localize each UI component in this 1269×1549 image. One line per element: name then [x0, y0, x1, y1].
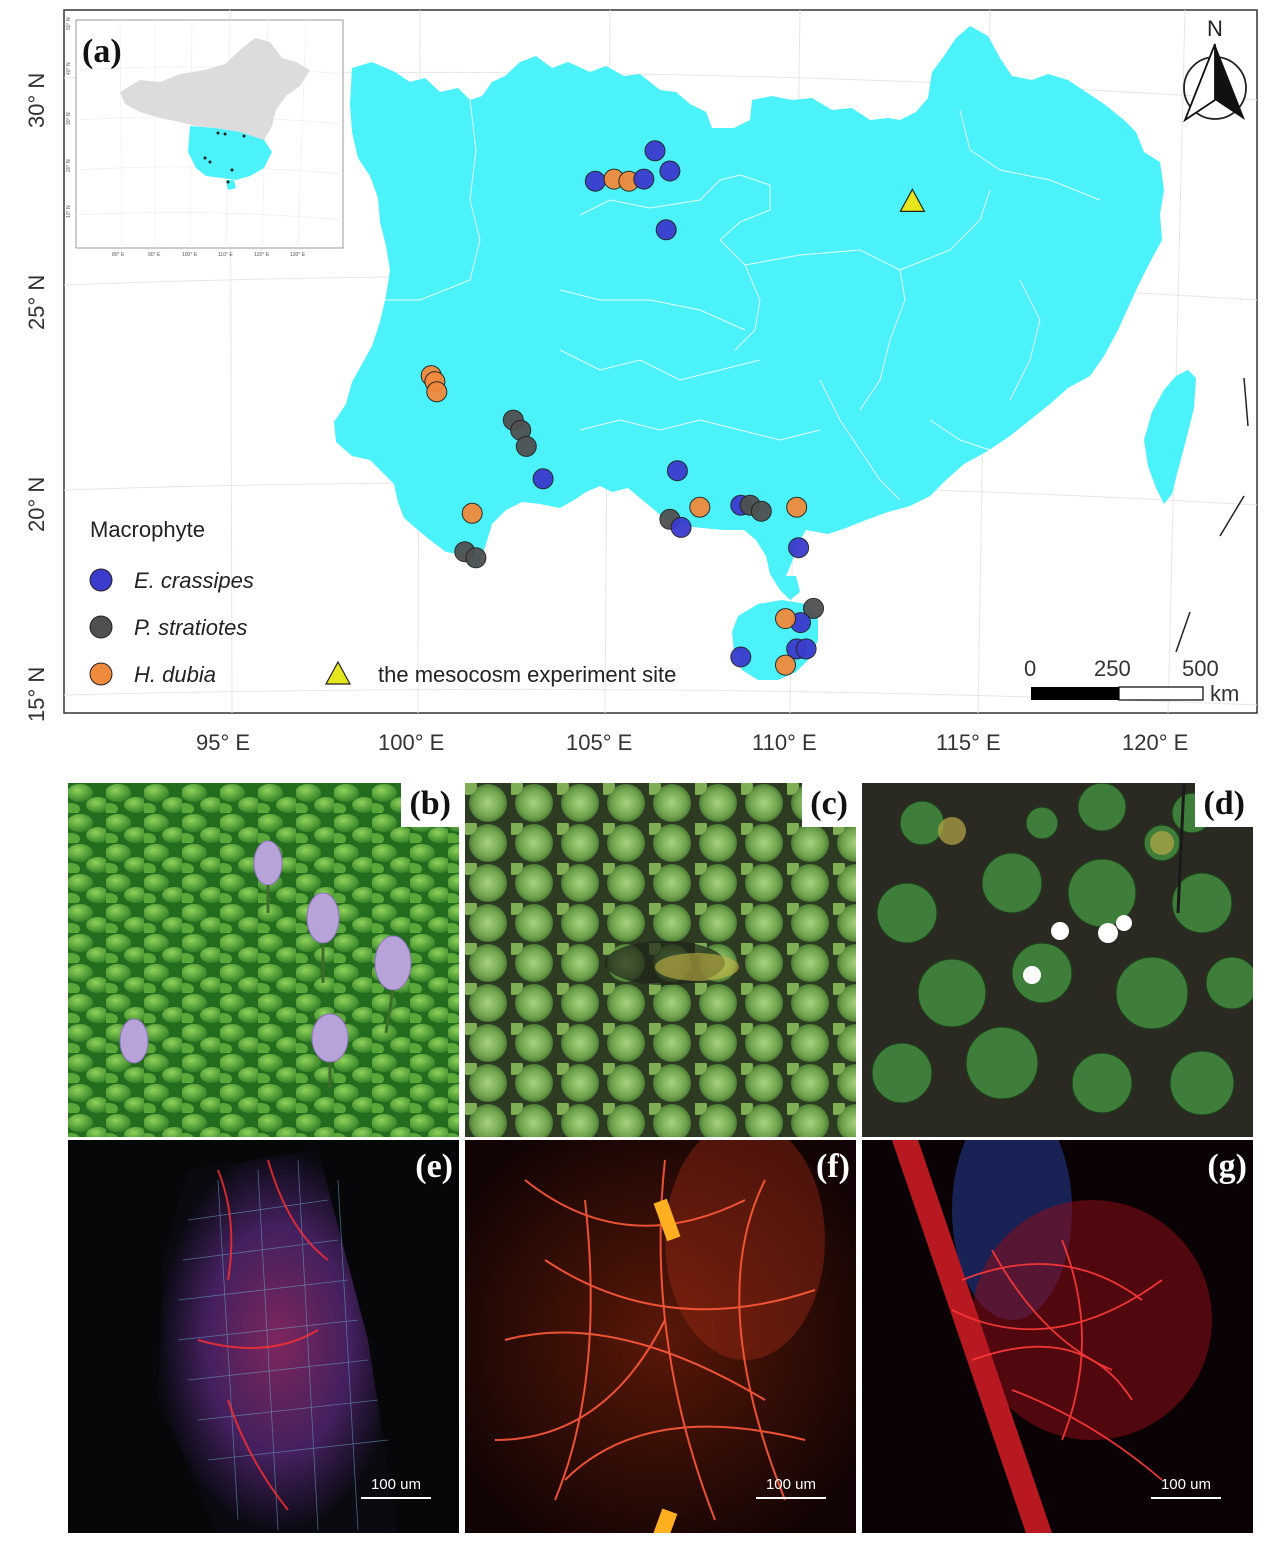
site-marker — [461, 502, 483, 524]
site-marker — [666, 460, 688, 482]
site-marker — [670, 516, 692, 538]
svg-text:250: 250 — [1094, 656, 1131, 681]
legend-marker-p-stratiotes — [89, 615, 113, 639]
latitude-labels: 30° N 25° N 20° N 15° N — [24, 73, 49, 722]
lon-label: 115° E — [936, 730, 1001, 755]
svg-text:80° E: 80° E — [112, 252, 125, 258]
province-borders — [380, 99, 1101, 501]
svg-text:N: N — [1207, 16, 1223, 41]
lat-label: 20° N — [24, 477, 49, 532]
site-marker — [775, 654, 796, 676]
scale-bar: 0 250 500 km — [1024, 656, 1239, 706]
scale-label: 100 um — [765, 1476, 817, 1493]
panel-c-label: (c) — [802, 783, 856, 827]
site-marker — [730, 646, 752, 668]
site-marker — [803, 597, 824, 619]
svg-text:30° N: 30° N — [66, 112, 72, 125]
legend-label: P. stratiotes — [134, 615, 247, 640]
svg-text:100° E: 100° E — [182, 252, 198, 258]
svg-text:90° E: 90° E — [148, 252, 161, 258]
legend-label: E. crassipes — [134, 568, 254, 593]
legend-title: Macrophyte — [90, 517, 205, 542]
site-marker — [659, 160, 681, 182]
longitude-labels: 95° E 100° E 105° E 110° E 115° E 120° E — [196, 730, 1188, 755]
lon-label: 120° E — [1122, 730, 1188, 755]
legend-label: the mesocosm experiment site — [378, 662, 676, 687]
lat-label: 25° N — [24, 275, 49, 330]
micrograph-h-dubia-root: (g) 100 um — [862, 1140, 1253, 1533]
photo-p-stratiotes: (c) — [465, 783, 856, 1137]
site-marker — [584, 170, 606, 192]
svg-text:40° N: 40° N — [66, 62, 72, 75]
svg-text:50° N: 50° N — [66, 17, 72, 30]
micrograph-e-crassipes-root: (e) 100 um — [68, 1140, 459, 1533]
panel-f-label: (f) — [816, 1148, 850, 1185]
scale-label: 100 um — [1160, 1476, 1212, 1493]
panel-d-label: (d) — [1195, 783, 1253, 827]
map-legend: Macrophyte E. crassipes P. stratiotes H.… — [89, 517, 676, 687]
experiment-site-marker — [899, 188, 926, 212]
inset-china-map: 50° N 40° N 30° N 20° N 10° N 80° E 90° E… — [66, 17, 344, 258]
site-marker — [795, 638, 817, 660]
lat-label: 30° N — [24, 73, 49, 128]
panel-e-label: (e) — [415, 1148, 453, 1185]
site-marker — [788, 537, 810, 559]
svg-text:10° N: 10° N — [66, 205, 72, 218]
site-marker — [644, 140, 666, 162]
site-marker — [426, 381, 448, 403]
lat-label: 15° N — [24, 667, 49, 722]
panel-a-label: (a) — [82, 33, 122, 70]
svg-text:110° E: 110° E — [218, 252, 233, 258]
site-marker — [465, 547, 487, 569]
study-area-map: 50° N 40° N 30° N 20° N 10° N 80° E 90° E… — [24, 9, 1258, 755]
site-marker — [786, 496, 808, 518]
micrograph-p-stratiotes-root: (f) 100 um — [465, 1140, 856, 1533]
svg-text:120° E: 120° E — [254, 252, 270, 258]
panel-g-label: (g) — [1207, 1148, 1247, 1185]
svg-text:130° E: 130° E — [290, 252, 306, 258]
site-marker — [750, 500, 772, 522]
lon-label: 95° E — [196, 730, 250, 755]
site-marker — [633, 168, 655, 190]
site-marker — [655, 219, 677, 241]
site-marker — [689, 496, 711, 518]
legend-marker-h-dubia — [89, 662, 113, 686]
boundary-lines — [1175, 377, 1249, 653]
photo-e-crassipes: (b) — [68, 783, 459, 1137]
photo-h-dubia: (d) — [862, 783, 1253, 1137]
svg-text:km: km — [1210, 681, 1239, 706]
site-marker — [515, 435, 537, 457]
panel-b-label: (b) — [401, 783, 459, 827]
study-region — [334, 26, 1196, 680]
sampling-sites — [420, 140, 926, 676]
lon-label: 100° E — [378, 730, 444, 755]
legend-marker-experiment-site — [324, 660, 352, 685]
site-marker — [532, 468, 554, 490]
legend-label: H. dubia — [134, 662, 216, 687]
svg-text:20° N: 20° N — [66, 159, 72, 172]
svg-text:0: 0 — [1024, 656, 1036, 681]
svg-text:500: 500 — [1182, 656, 1219, 681]
lon-label: 105° E — [566, 730, 632, 755]
micro-scale-bar — [1151, 1497, 1221, 1499]
legend-marker-e-crassipes — [89, 568, 113, 592]
micro-scale-bar — [361, 1497, 431, 1499]
north-arrow-icon: N — [1183, 16, 1247, 123]
scale-label: 100 um — [370, 1476, 422, 1493]
lon-label: 110° E — [752, 730, 817, 755]
site-marker — [775, 608, 796, 630]
micro-scale-bar — [756, 1497, 826, 1499]
